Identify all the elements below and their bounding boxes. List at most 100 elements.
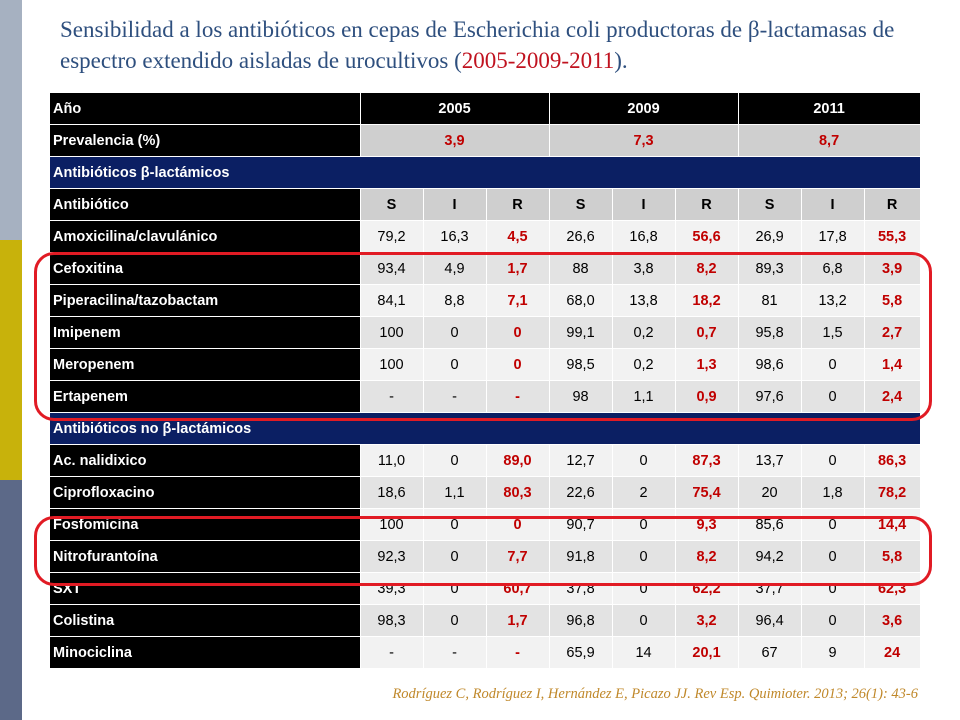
citation: Rodríguez C, Rodríguez I, Hernández E, P… (392, 686, 918, 702)
antibiotic-name: Meropenem (50, 348, 361, 381)
resistance-cell: 56,6 (675, 220, 739, 253)
title-years: 2005-2009-2011 (461, 48, 615, 73)
year-header-row: Año 2005 2009 2011 (50, 93, 921, 125)
antibiotic-name: Colistina (50, 604, 361, 637)
value-cell: - (423, 636, 487, 669)
value-cell: 89,3 (738, 252, 802, 285)
antibiotic-name: Imipenem (50, 316, 361, 349)
value-cell: 16,8 (612, 220, 676, 253)
value-cell: 0,2 (612, 348, 676, 381)
resistance-cell: 20,1 (675, 636, 739, 669)
value-cell: 100 (360, 348, 424, 381)
value-cell: 0,2 (612, 316, 676, 349)
prevalence-2005: 3,9 (360, 124, 550, 157)
year-2011: 2011 (738, 93, 921, 125)
table-row: Imipenem 100 0 0 99,1 0,2 0,7 95,8 1,5 2,7 (50, 316, 921, 349)
resistance-cell: 1,3 (675, 348, 739, 381)
value-cell: 26,9 (738, 220, 802, 253)
resistance-cell: 24 (864, 636, 921, 669)
value-cell: 0 (612, 540, 676, 573)
resistance-cell: 1,7 (486, 252, 550, 285)
value-cell: 85,6 (738, 508, 802, 541)
resistance-cell: - (486, 636, 550, 669)
resistance-cell: 89,0 (486, 444, 550, 477)
value-cell: 98,5 (549, 348, 613, 381)
sir-header-cell: R (864, 188, 921, 221)
resistance-cell: 80,3 (486, 476, 550, 509)
sir-header-cell: I (612, 188, 676, 221)
susceptibility-table: Año 2005 2009 2011 Prevalencia (%) 3,9 7… (50, 93, 921, 669)
value-cell: 0 (801, 444, 865, 477)
value-cell: 88 (549, 252, 613, 285)
prevalence-2011: 8,7 (738, 124, 921, 157)
resistance-cell: 62,2 (675, 572, 739, 605)
table-row: Nitrofurantoína 92,3 0 7,7 91,8 0 8,2 94,2 0 5,8 (50, 540, 921, 573)
value-cell: 6,8 (801, 252, 865, 285)
value-cell: 100 (360, 508, 424, 541)
value-cell: 0 (423, 540, 487, 573)
value-cell: 92,3 (360, 540, 424, 573)
value-cell: 67 (738, 636, 802, 669)
value-cell: 17,8 (801, 220, 865, 253)
value-cell: 18,6 (360, 476, 424, 509)
table-row: Meropenem 100 0 0 98,5 0,2 1,3 98,6 0 1,4 (50, 348, 921, 381)
value-cell: 0 (423, 508, 487, 541)
resistance-cell: 7,7 (486, 540, 550, 573)
value-cell: 8,8 (423, 284, 487, 317)
value-cell: 4,9 (423, 252, 487, 285)
value-cell: 95,8 (738, 316, 802, 349)
resistance-cell: 14,4 (864, 508, 921, 541)
table-body: Año 2005 2009 2011 Prevalencia (%) 3,9 7… (50, 93, 921, 669)
value-cell: 98,3 (360, 604, 424, 637)
value-cell: 0 (612, 572, 676, 605)
resistance-cell: 0 (486, 316, 550, 349)
value-cell: 11,0 (360, 444, 424, 477)
value-cell: 1,1 (612, 380, 676, 413)
value-cell: 98,6 (738, 348, 802, 381)
year-2009: 2009 (549, 93, 739, 125)
resistance-cell: 18,2 (675, 284, 739, 317)
resistance-cell: 75,4 (675, 476, 739, 509)
resistance-cell: 0 (486, 508, 550, 541)
value-cell: 0 (801, 604, 865, 637)
resistance-cell: 4,5 (486, 220, 550, 253)
value-cell: 100 (360, 316, 424, 349)
title-end: ). (614, 48, 628, 73)
resistance-cell: 1,7 (486, 604, 550, 637)
resistance-cell: 87,3 (675, 444, 739, 477)
value-cell: 79,2 (360, 220, 424, 253)
sir-header-cell: S (360, 188, 424, 221)
resistance-cell: 0,9 (675, 380, 739, 413)
value-cell: 16,3 (423, 220, 487, 253)
value-cell: 2 (612, 476, 676, 509)
value-cell: 1,5 (801, 316, 865, 349)
value-cell: 14 (612, 636, 676, 669)
value-cell: 37,8 (549, 572, 613, 605)
side-bar-bottom (0, 480, 22, 720)
value-cell: 3,8 (612, 252, 676, 285)
value-cell: 0 (801, 348, 865, 381)
resistance-cell: 2,4 (864, 380, 921, 413)
resistance-cell: 8,2 (675, 252, 739, 285)
table-row: Cefoxitina 93,4 4,9 1,7 88 3,8 8,2 89,3 6,8 3,9 (50, 252, 921, 285)
value-cell: 91,8 (549, 540, 613, 573)
value-cell: 97,6 (738, 380, 802, 413)
value-cell: 0 (801, 380, 865, 413)
sir-header-cell: I (801, 188, 865, 221)
title-text: Sensibilidad a los antibióticos en cepas… (60, 17, 895, 73)
resistance-cell: 9,3 (675, 508, 739, 541)
antibiotic-name: Fosfomicina (50, 508, 361, 541)
resistance-cell: 3,9 (864, 252, 921, 285)
side-bar-top (0, 0, 22, 240)
sir-header-cell: I (423, 188, 487, 221)
resistance-cell: 1,4 (864, 348, 921, 381)
resistance-cell: 3,2 (675, 604, 739, 637)
table-row: Ciprofloxacino 18,6 1,1 80,3 22,6 2 75,4 20 1,8 7… (50, 476, 921, 509)
value-cell: - (360, 636, 424, 669)
table-row: Ertapenem - - -98 1,1 0,9 97,6 0 2,4 (50, 380, 921, 413)
antibiotic-name: Cefoxitina (50, 252, 361, 285)
value-cell: 12,7 (549, 444, 613, 477)
sir-header-cell: R (486, 188, 550, 221)
antibiotic-name: SXT (50, 572, 361, 605)
resistance-cell: 62,3 (864, 572, 921, 605)
